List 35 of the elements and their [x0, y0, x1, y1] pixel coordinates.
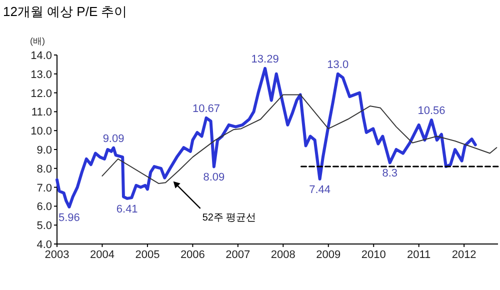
y-tick-label: 8.0	[36, 163, 52, 176]
x-tick-label: 2008	[270, 249, 296, 261]
annotation: 13.29	[251, 53, 279, 66]
x-tick-label: 2009	[316, 249, 341, 261]
y-tick-label: 6.0	[36, 201, 52, 214]
x-tick-label: 2006	[180, 249, 205, 261]
x-tick-label: 2005	[135, 249, 160, 261]
annotation: 8.3	[382, 168, 398, 180]
y-tick-label: 12.0	[30, 88, 52, 100]
y-tick-label: 5.0	[36, 220, 52, 232]
x-tick-label: 2010	[361, 249, 386, 261]
text: 52주 평균선	[202, 212, 256, 224]
line-series	[102, 94, 498, 184]
x-tick-label: 2004	[90, 249, 114, 261]
annotation: 10.67	[192, 102, 220, 115]
y-tick-label: 7.0	[36, 182, 52, 194]
x-tick-label: 2003	[44, 249, 70, 261]
y-tick-label: 14.0	[30, 50, 52, 62]
annotation: 8.09	[203, 172, 225, 184]
annotation: 6.41	[116, 203, 138, 216]
chart-title: 12개월 예상 P/E 추이	[3, 4, 128, 19]
annotation: 5.96	[58, 212, 80, 224]
y-axis-title: (배)	[30, 36, 45, 46]
y-tick-label: 9.0	[36, 144, 52, 156]
x-tick-label: 2011	[407, 249, 431, 261]
y-tick-label: 10.0	[30, 126, 52, 138]
annotation: 9.09	[102, 132, 124, 145]
annotation: 10.56	[418, 105, 446, 118]
annotation: 13.0	[327, 58, 349, 71]
x-tick-label: 2007	[226, 249, 250, 261]
y-tick-label: 11.0	[31, 106, 52, 119]
x-tick-label: 2012	[452, 249, 476, 261]
annotation: 7.44	[309, 184, 330, 196]
y-tick-label: 13.0	[30, 68, 52, 81]
y-tick-label: 4.0	[36, 239, 52, 251]
